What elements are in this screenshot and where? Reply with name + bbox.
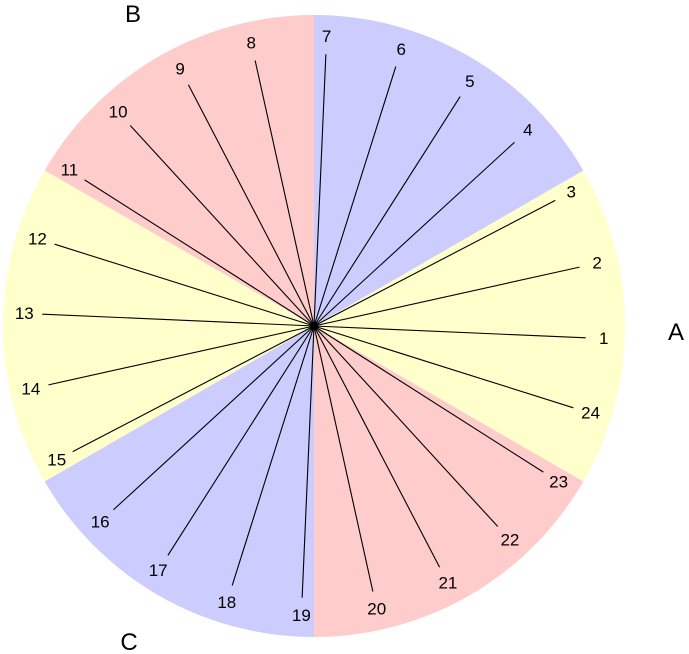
spoke-label-14: 14: [21, 379, 40, 398]
spoke-line-19: [301, 325, 315, 598]
spoke-line-9: [187, 84, 315, 327]
spoke-label-1: 1: [599, 329, 608, 348]
center-hub: [310, 322, 318, 330]
spoke-line-12: [54, 243, 315, 327]
spoke-label-16: 16: [91, 512, 110, 531]
spoke-label-6: 6: [396, 40, 405, 59]
spoke-label-4: 4: [523, 121, 532, 140]
spoke-label-24: 24: [581, 404, 600, 423]
region-label-c: C: [120, 629, 137, 654]
region-label-a: A: [668, 319, 684, 346]
spoke-label-18: 18: [217, 593, 236, 612]
spoke-line-15: [72, 325, 315, 453]
spoke-label-21: 21: [438, 574, 457, 593]
spoke-lines: [42, 54, 586, 598]
spoke-line-23: [313, 325, 544, 473]
spoke-label-13: 13: [15, 304, 34, 323]
spoke-line-18: [231, 325, 315, 586]
region-label-b: B: [125, 1, 141, 28]
spoke-line-16: [113, 325, 315, 511]
spoke-label-19: 19: [292, 606, 311, 625]
spoke-label-12: 12: [28, 229, 47, 248]
spoke-line-7: [313, 54, 327, 327]
sector-yellow-right: [314, 170, 625, 482]
spoke-line-20: [313, 325, 374, 592]
spoke-line-5: [313, 96, 461, 327]
spoke-label-5: 5: [465, 72, 474, 91]
spoke-label-10: 10: [109, 103, 128, 122]
spoke-line-3: [313, 199, 556, 327]
spoke-line-22: [313, 325, 499, 527]
spoke-line-13: [42, 313, 315, 327]
spoke-label-7: 7: [322, 27, 331, 46]
sector-yellow-left: [3, 170, 315, 482]
spoke-line-24: [313, 325, 574, 409]
sector-red-top-left: [44, 15, 315, 326]
spoke-label-11: 11: [61, 161, 79, 180]
spoke-line-11: [84, 179, 315, 327]
spoke-line-21: [313, 325, 441, 568]
spoke-line-10: [129, 125, 315, 327]
spoke-label-23: 23: [549, 472, 568, 491]
spoke-line-2: [313, 266, 580, 327]
spoke-label-17: 17: [149, 561, 168, 580]
spoke-label-8: 8: [246, 33, 255, 52]
spoke-label-9: 9: [175, 59, 184, 78]
spoke-line-4: [313, 141, 515, 327]
sector-red-bottom-right: [314, 326, 584, 637]
spoke-label-3: 3: [566, 183, 575, 202]
spoke-line-14: [48, 325, 315, 386]
sector-blue-bottom-left: [44, 326, 315, 637]
spoke-label-15: 15: [47, 450, 66, 469]
spoke-line-6: [313, 66, 397, 327]
spoke-line-1: [313, 325, 586, 339]
sector-group: [3, 15, 625, 637]
spoke-line-8: [254, 60, 315, 327]
sector-blue-top-right: [314, 15, 584, 326]
spoke-line-17: [167, 325, 315, 556]
spoke-label-22: 22: [500, 530, 519, 549]
spoke-label-2: 2: [592, 254, 601, 273]
spoke-label-20: 20: [367, 600, 386, 619]
